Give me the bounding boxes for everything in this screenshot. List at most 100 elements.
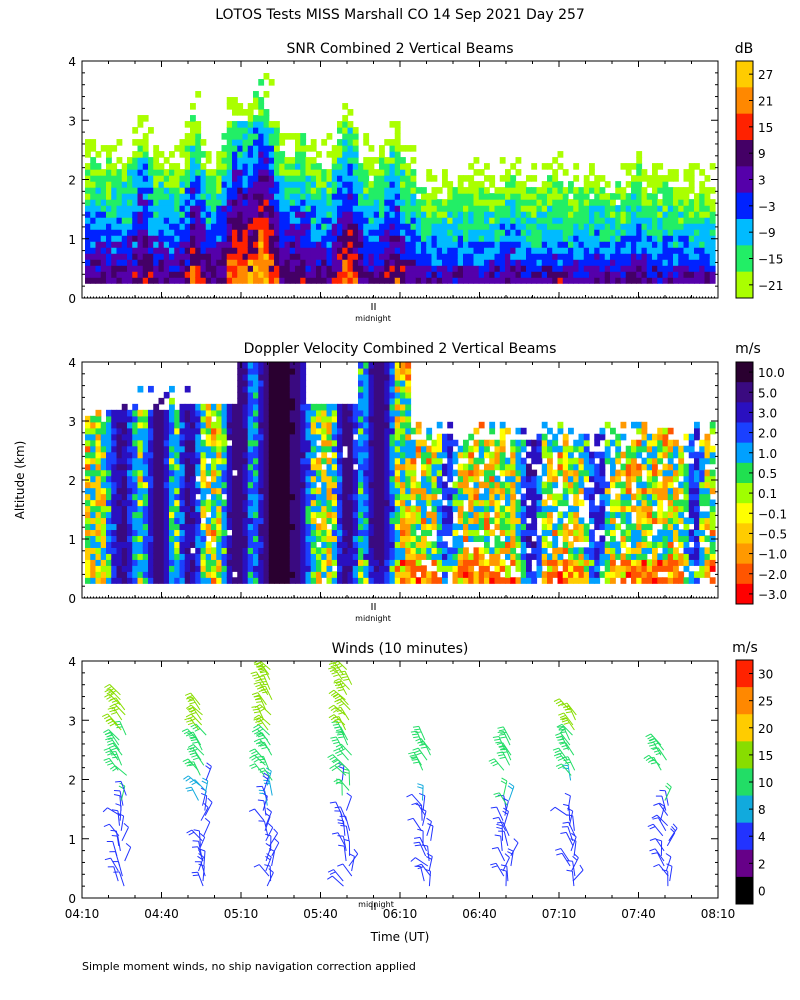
heatmap-cell: [232, 433, 238, 441]
heatmap-cell: [232, 121, 238, 128]
heatmap-cell: [541, 253, 548, 260]
heatmap-cell: [300, 181, 307, 188]
heatmap-cell: [237, 379, 244, 387]
heatmap-cell: [594, 193, 601, 200]
heatmap-cell: [247, 259, 254, 266]
heatmap-cell: [347, 169, 354, 176]
heatmap-cell: [247, 553, 254, 560]
heatmap-cell: [410, 475, 417, 483]
heatmap-cell: [326, 463, 333, 471]
heatmap-cell: [473, 493, 480, 501]
heatmap-cell: [305, 199, 312, 206]
heatmap-cell: [709, 199, 716, 206]
heatmap-cell: [384, 247, 391, 254]
heatmap-cell: [279, 565, 286, 572]
heatmap-cell: [478, 535, 485, 542]
heatmap-cell: [431, 193, 438, 200]
heatmap-cell: [410, 265, 417, 272]
heatmap-cell: [478, 523, 485, 531]
heatmap-cell: [158, 463, 165, 471]
heatmap-cell: [268, 511, 275, 519]
heatmap-cell: [232, 265, 238, 272]
heatmap-cell: [169, 397, 175, 405]
heatmap-cell: [95, 265, 102, 272]
heatmap-cell: [121, 421, 128, 429]
heatmap-cell: [400, 397, 406, 405]
heatmap-cell: [137, 163, 144, 170]
heatmap-cell: [127, 475, 133, 483]
heatmap-cell: [100, 145, 107, 152]
heatmap-cell: [221, 505, 228, 513]
heatmap-cell: [90, 571, 97, 578]
heatmap-cell: [263, 211, 270, 218]
heatmap-cell: [363, 451, 370, 459]
heatmap-cell: [331, 259, 338, 266]
heatmap-cell: [447, 223, 454, 230]
heatmap-cell: [562, 193, 569, 200]
heatmap-cell: [179, 151, 186, 158]
heatmap-cell: [100, 559, 107, 566]
heatmap-cell: [583, 253, 590, 260]
heatmap-cell: [363, 577, 370, 584]
heatmap-cell: [268, 241, 275, 248]
heatmap-cell: [121, 487, 128, 495]
heatmap-cell: [263, 391, 270, 399]
heatmap-cell: [258, 469, 265, 477]
heatmap-cell: [610, 199, 616, 206]
heatmap-cell: [100, 439, 107, 447]
heatmap-cell: [179, 421, 186, 429]
heatmap-cell: [137, 223, 144, 230]
heatmap-cell: [541, 217, 548, 224]
heatmap-cell: [368, 529, 375, 537]
heatmap-cell: [226, 157, 233, 164]
heatmap-cell: [132, 181, 139, 188]
heatmap-cell: [242, 511, 249, 519]
heatmap-cell: [368, 247, 375, 254]
heatmap-cell: [169, 505, 175, 513]
heatmap-cell: [431, 445, 438, 453]
heatmap-cell: [688, 217, 695, 224]
heatmap-cell: [352, 157, 359, 164]
heatmap-cell: [174, 145, 181, 152]
heatmap-cell: [631, 205, 637, 212]
heatmap-cell: [116, 481, 123, 489]
heatmap-cell: [636, 163, 643, 170]
heatmap-cell: [526, 193, 532, 200]
heatmap-cell: [100, 469, 107, 477]
heatmap-cell: [205, 517, 212, 525]
heatmap-cell: [258, 247, 265, 254]
heatmap-cell: [615, 229, 622, 236]
heatmap-cell: [279, 133, 286, 140]
heatmap-cell: [494, 439, 501, 447]
heatmap-cell: [216, 187, 223, 194]
heatmap-cell: [394, 397, 401, 405]
heatmap-cell: [484, 511, 490, 519]
heatmap-cell: [137, 421, 144, 429]
heatmap-cell: [431, 499, 438, 507]
heatmap-cell: [216, 517, 223, 525]
heatmap-cell: [337, 223, 343, 230]
heatmap-cell: [468, 247, 475, 254]
heatmap-cell: [90, 205, 97, 212]
heatmap-cell: [478, 499, 485, 507]
heatmap-cell: [447, 463, 454, 471]
heatmap-cell: [169, 409, 175, 417]
heatmap-cell: [704, 175, 711, 182]
heatmap-cell: [169, 241, 175, 248]
heatmap-cell: [594, 241, 601, 248]
heatmap-cell: [226, 547, 233, 554]
heatmap-cell: [158, 163, 165, 170]
heatmap-cell: [463, 247, 469, 254]
heatmap-cell: [494, 241, 501, 248]
heatmap-cell: [652, 229, 658, 236]
heatmap-cell: [111, 469, 118, 477]
heatmap-cell: [127, 421, 133, 429]
heatmap-cell: [258, 271, 265, 278]
heatmap-cell: [683, 247, 690, 254]
heatmap-cell: [216, 499, 223, 507]
heatmap-cell: [247, 571, 254, 578]
heatmap-cell: [410, 223, 417, 230]
heatmap-cell: [95, 559, 102, 566]
heatmap-cell: [242, 169, 249, 176]
heatmap-cell: [646, 259, 653, 266]
